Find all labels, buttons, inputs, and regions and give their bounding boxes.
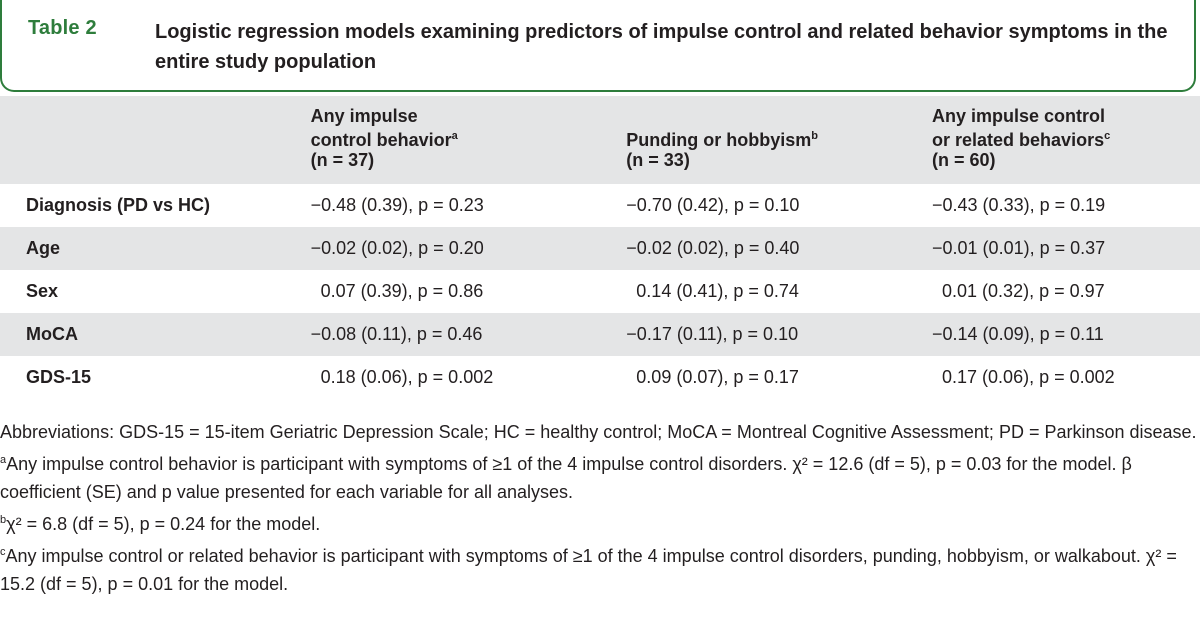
footnote-text: Any impulse control behavior is particip… (0, 454, 1132, 502)
footnote-text: Any impulse control or related behavior … (0, 546, 1177, 594)
row-label: Sex (26, 281, 59, 301)
column-header-text: Punding or hobbyism (626, 130, 812, 150)
header-blank (0, 96, 311, 184)
table-cell: 0.17 (0.06), p = 0.002 (932, 367, 1115, 387)
table-cell: 0.01 (0.32), p = 0.97 (932, 281, 1105, 301)
footnote-c: cAny impulse control or related behavior… (0, 538, 1200, 598)
table-label: Table 2 (28, 17, 97, 39)
footnote-marker: c (1104, 130, 1111, 142)
abbreviations-note: Abbreviations: GDS-15 = 15-item Geriatri… (0, 422, 1197, 442)
footnote-a: aAny impulse control behavior is partici… (0, 446, 1200, 506)
column-header-any-impulse-related: Any impulse control or related behaviors… (932, 96, 1200, 184)
table-row: Sex 0.07 (0.39), p = 0.86 0.14 (0.41), p… (0, 270, 1200, 313)
table-cell: −0.70 (0.42), p = 0.10 (626, 195, 800, 215)
table-cell: −0.08 (0.11), p = 0.46 (310, 324, 483, 344)
footnote-marker: a (0, 454, 7, 466)
footnote-marker: a (451, 130, 458, 142)
table-row: Diagnosis (PD vs HC) −0.48 (0.39), p = 0… (0, 184, 1200, 227)
column-header-text: Any impulse control or related behaviors (932, 106, 1106, 150)
table-cell: 0.18 (0.06), p = 0.002 (310, 367, 494, 387)
table-footnotes: Abbreviations: GDS-15 = 15-item Geriatri… (0, 418, 1200, 598)
table-cell: −0.48 (0.39), p = 0.23 (310, 195, 484, 215)
table-header-row: Any impulse control behaviora (n = 37) P… (0, 96, 1200, 184)
column-header-n: (n = 60) (932, 150, 996, 170)
table-cell: −0.14 (0.09), p = 0.11 (932, 324, 1104, 344)
row-label: MoCA (26, 324, 78, 344)
footnote-text: χ² = 6.8 (df = 5), p = 0.24 for the mode… (6, 514, 321, 534)
footnote-marker: b (811, 130, 819, 142)
table-caption: Logistic regression models examining pre… (155, 21, 1168, 73)
column-header-n: (n = 37) (310, 150, 375, 170)
table-cell: 0.07 (0.39), p = 0.86 (310, 281, 484, 301)
row-label: Age (26, 238, 61, 258)
row-label: Diagnosis (PD vs HC) (26, 195, 211, 215)
column-header-punding-hobbyism: Punding or hobbyismb (n = 33) (626, 96, 932, 184)
row-label: GDS-15 (26, 367, 92, 387)
table-cell: 0.09 (0.07), p = 0.17 (626, 367, 799, 387)
footnote-marker: b (0, 514, 7, 526)
table-title-box: Table 2 Logistic regression models exami… (0, 0, 1196, 92)
table-row: MoCA −0.08 (0.11), p = 0.46 −0.17 (0.11)… (0, 313, 1200, 356)
column-header-text: Any impulse control behavior (310, 106, 452, 150)
table-cell: 0.14 (0.41), p = 0.74 (626, 281, 799, 301)
column-header-n: (n = 33) (626, 150, 690, 170)
footnote-marker: c (0, 546, 6, 558)
table-cell: −0.43 (0.33), p = 0.19 (932, 195, 1106, 215)
regression-table: Any impulse control behaviora (n = 37) P… (0, 96, 1200, 399)
table-cell: −0.17 (0.11), p = 0.10 (626, 324, 799, 344)
table-cell: −0.02 (0.02), p = 0.20 (310, 238, 484, 258)
table-row: GDS-15 0.18 (0.06), p = 0.002 0.09 (0.07… (0, 356, 1200, 399)
table-cell: −0.02 (0.02), p = 0.40 (626, 238, 800, 258)
table-row: Age −0.02 (0.02), p = 0.20 −0.02 (0.02),… (0, 227, 1200, 270)
column-header-any-impulse-control: Any impulse control behaviora (n = 37) (311, 96, 627, 184)
table-cell: −0.01 (0.01), p = 0.37 (932, 238, 1106, 258)
footnote-b: bχ² = 6.8 (df = 5), p = 0.24 for the mod… (0, 506, 1200, 538)
